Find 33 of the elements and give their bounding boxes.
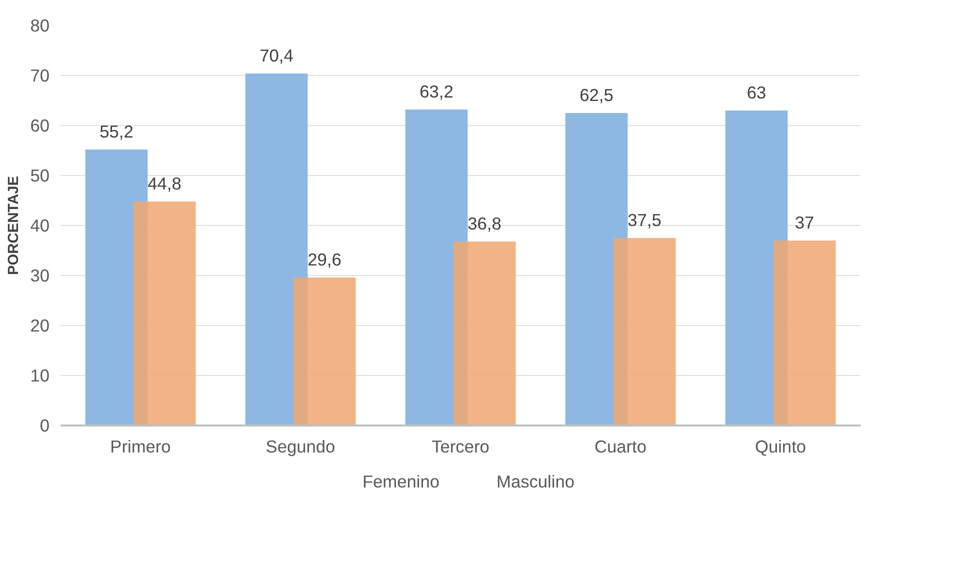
data-label: 55,2 — [100, 122, 134, 142]
text: Femenino — [362, 471, 440, 492]
x-tick-label: Tercero — [432, 436, 490, 456]
bar — [773, 240, 836, 426]
data-label: 62,5 — [580, 85, 614, 105]
data-label: 63 — [746, 82, 766, 102]
data-label: 70,4 — [260, 46, 294, 66]
y-tick-label: 20 — [30, 316, 50, 336]
y-axis-title: PORCENTAJE — [6, 176, 22, 276]
data-label: 37 — [794, 212, 814, 232]
data-label: 63,2 — [420, 82, 454, 102]
y-tick-label: 50 — [30, 166, 50, 186]
y-tick-label: 30 — [30, 266, 50, 286]
bar — [613, 238, 676, 426]
y-tick-label: 0 — [40, 416, 50, 436]
x-tick-label: Quinto — [754, 436, 806, 456]
bar — [293, 278, 356, 426]
y-tick-label: 40 — [30, 216, 50, 236]
x-tick-label: Segundo — [266, 436, 336, 456]
data-label: 36,8 — [468, 214, 502, 234]
y-tick-label: 60 — [30, 116, 50, 136]
bar — [133, 202, 196, 426]
y-tick-label: 10 — [30, 366, 50, 386]
data-label: 44,8 — [148, 174, 182, 194]
y-tick-label: 80 — [30, 16, 50, 36]
data-label: 37,5 — [628, 210, 662, 230]
x-tick-label: Primero — [110, 436, 171, 456]
data-label: 29,6 — [308, 250, 342, 270]
y-tick-label: 70 — [30, 66, 50, 86]
bar — [245, 74, 308, 426]
text: Masculino — [496, 471, 575, 492]
bar — [453, 242, 516, 426]
x-tick-label: Cuarto — [594, 436, 647, 456]
